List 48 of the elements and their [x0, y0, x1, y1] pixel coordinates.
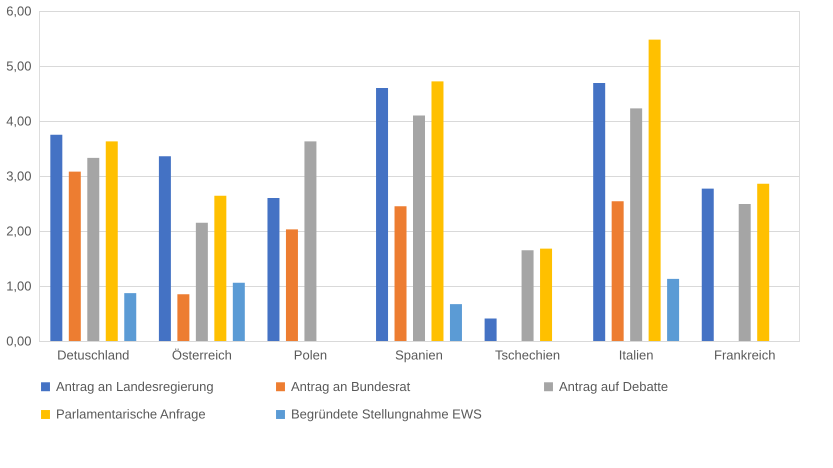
legend-label: Antrag an Landesregierung [56, 378, 214, 394]
bar [484, 318, 497, 341]
x-tick-label: Detuschland [57, 348, 130, 362]
legend-label: Antrag auf Debatte [559, 378, 668, 394]
bar [232, 282, 245, 341]
x-tick-label: Polen [294, 348, 328, 362]
bar [304, 141, 316, 341]
bar [87, 158, 100, 341]
bar [286, 229, 298, 341]
bar [177, 294, 190, 341]
bar [68, 172, 81, 341]
bar [612, 201, 624, 341]
bar [214, 196, 226, 341]
bar [431, 81, 444, 341]
y-tick-label: 3,00 [6, 168, 32, 184]
bar [394, 206, 407, 341]
bar [757, 184, 770, 341]
y-tick-label: 4,00 [6, 114, 32, 128]
bar [158, 156, 171, 341]
bar [376, 88, 388, 341]
bar [196, 222, 208, 341]
bar [450, 304, 462, 341]
bar [593, 83, 606, 341]
bar [124, 293, 136, 341]
bar [540, 248, 552, 341]
legend-label: Parlamentarische Anfrage [56, 406, 206, 422]
y-tick-label: 6,00 [6, 4, 32, 18]
y-tick-label: 1,00 [6, 278, 32, 294]
y-tick-label: 5,00 [6, 58, 32, 74]
x-tick-label: Österreich [172, 348, 232, 362]
x-tick-label: Frankreich [714, 348, 776, 362]
x-tick-label: Tschechien [495, 348, 560, 362]
bar [667, 278, 680, 341]
bar [50, 134, 62, 341]
bar [702, 188, 714, 341]
bar [738, 204, 751, 341]
legend-label: Antrag an Bundesrat [291, 378, 411, 394]
bar [522, 250, 534, 341]
y-tick-label: 2,00 [6, 224, 32, 238]
bar [413, 116, 425, 341]
y-tick-label: 0,00 [6, 334, 32, 348]
x-tick-label: Spanien [395, 348, 443, 362]
bar [267, 198, 280, 341]
bar [106, 141, 118, 341]
x-tick-label: Italien [618, 348, 654, 362]
legend-label: Begründete Stellungnahme EWS [291, 406, 482, 422]
bar [630, 108, 642, 341]
bar [648, 40, 661, 341]
